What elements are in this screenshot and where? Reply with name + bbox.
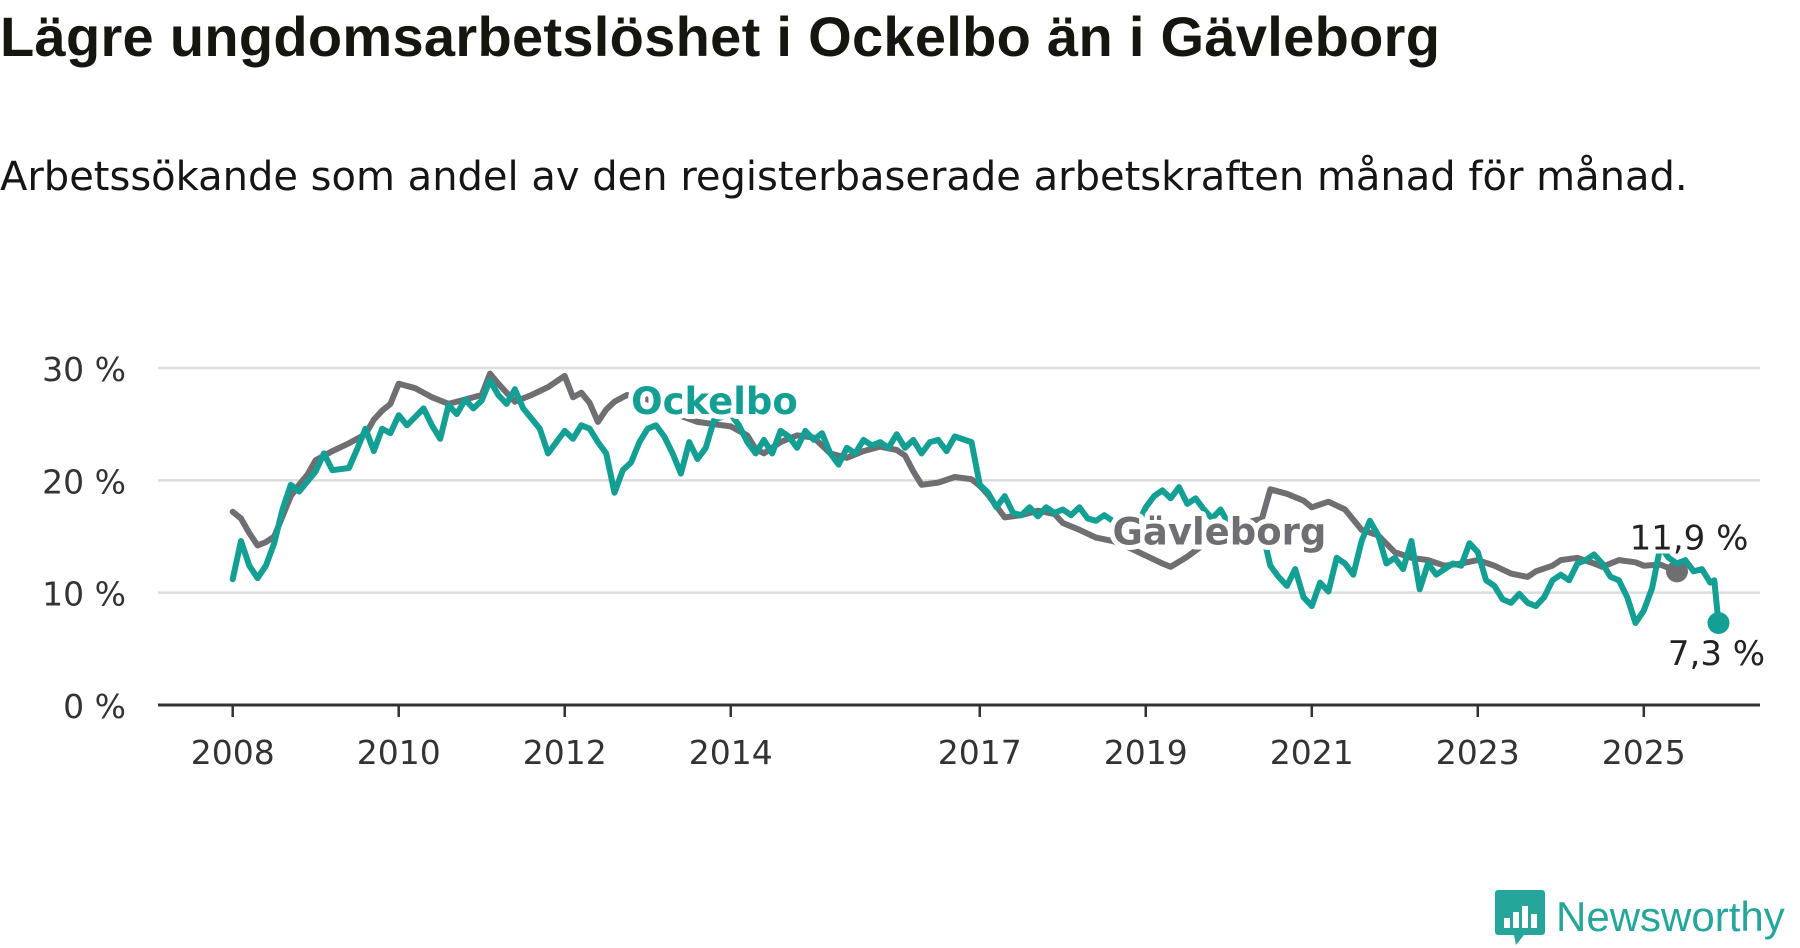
end-value-label-gavleborg: 11,9 % bbox=[1630, 518, 1749, 558]
page-subtitle: Arbetssökande som andel av den registerb… bbox=[0, 154, 1688, 200]
x-tick-label: 2017 bbox=[938, 733, 1022, 772]
x-tick-label: 2012 bbox=[523, 733, 607, 772]
series-line-gavleborg bbox=[229, 370, 1680, 580]
axes: 0 % 10 % 20 % 30 % 2008 2010 2012 2014 2017 2019 2… bbox=[42, 350, 1760, 772]
y-tick-label: 20 % bbox=[42, 462, 126, 501]
y-tick-label: 10 % bbox=[42, 575, 126, 614]
x-tick-label: 2025 bbox=[1602, 733, 1686, 772]
series-line-ockelbo bbox=[229, 377, 1722, 626]
series-lines bbox=[229, 370, 1730, 634]
end-value-label-ockelbo: 7,3 % bbox=[1668, 634, 1765, 674]
newsworthy-chart-logo-icon bbox=[1495, 890, 1545, 945]
series-label-ockelbo: Ockelbo bbox=[631, 380, 798, 423]
x-tick-label: 2010 bbox=[357, 733, 441, 772]
x-tick-label: 2019 bbox=[1104, 733, 1188, 772]
series-label-gavleborg: Gävleborg bbox=[1113, 510, 1327, 553]
x-tick-label: 2008 bbox=[191, 733, 275, 772]
chart-labels: Ockelbo Gävleborg 11,9 % 7,3 % bbox=[626, 375, 1769, 678]
x-tick-label: 2021 bbox=[1270, 733, 1354, 772]
y-tick-label: 0 % bbox=[63, 687, 126, 726]
page-title: Lägre ungdomsarbetslöshet i Ockelbo än i… bbox=[0, 5, 1441, 68]
x-tick-label: 2014 bbox=[689, 733, 773, 772]
newsworthy-brand: Newsworthy bbox=[1494, 888, 1785, 946]
y-tick-label: 30 % bbox=[42, 350, 126, 389]
brand-name: Newsworthy bbox=[1556, 893, 1785, 940]
end-marker-gavleborg bbox=[1665, 560, 1688, 583]
end-marker-ockelbo bbox=[1707, 611, 1730, 634]
x-tick-label: 2023 bbox=[1436, 733, 1520, 772]
